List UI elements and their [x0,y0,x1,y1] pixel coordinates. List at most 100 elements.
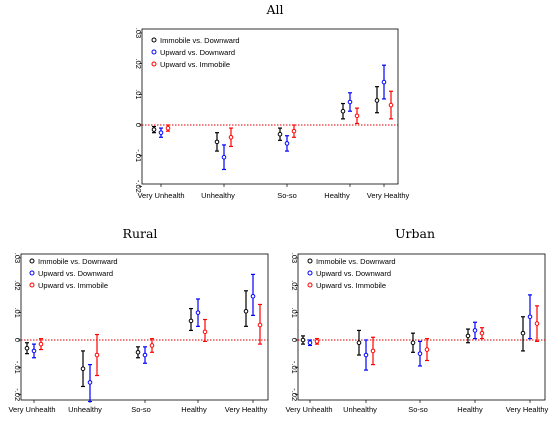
point-estimate [250,293,256,299]
legend-marker [29,282,35,288]
y-tick-label: 0 [13,338,22,342]
legend-label: Upward vs. Immobile [316,281,386,290]
x-tick-label: Very Unhealth [137,191,184,200]
legend-marker [307,270,313,276]
point-estimate [381,79,387,85]
point-estimate [243,309,249,314]
point-estimate [188,318,194,324]
y-tick-label: -.01 [290,361,299,374]
point-estimate [94,352,100,358]
y-tick-label: .03 [134,28,143,38]
panel-urban: Urban .03 .02 .01 0 -.01 -.02 Very Unhealth Unhe… [285,226,548,414]
x-tick-label: Very Unhealth [285,405,332,414]
point-estimate [291,128,297,134]
x-tick-label: Healthy [324,191,350,200]
y-tick-label: .02 [290,280,299,290]
point-estimate [38,341,44,347]
point-estimate [151,127,157,132]
point-estimate [300,337,306,343]
plot-frame [20,253,269,401]
y-tick-label: .01 [290,307,299,317]
point-estimate [347,99,353,105]
y-tick-label: 0 [290,338,299,342]
legend-marker [151,37,157,43]
y-tick-label: .02 [13,280,22,290]
x-tick-label: Very Healthy [506,405,549,414]
legend-marker [307,258,313,264]
panel-title: Rural [123,226,158,241]
point-estimate [149,343,155,348]
panel-rural: Rural .03 .02 .01 0 -.01 -.02 Very Unhealth Unhe… [8,226,269,414]
x-tick-label: Healthy [181,405,207,414]
legend-label: Immobile vs. Downward [316,257,396,266]
point-estimate [354,113,360,119]
point-estimate [277,131,283,137]
point-estimate [135,350,141,355]
point-estimate [158,130,164,135]
y-tick-label: .03 [290,253,299,263]
point-estimate [165,125,171,131]
point-estimate [520,330,526,336]
x-tick-label: Unhealthy [201,191,235,200]
point-estimate [314,339,320,344]
x-tick-label: Healthy [457,405,483,414]
legend-label: Upward vs. Immobile [160,60,230,69]
legend-marker [29,258,35,264]
point-estimate [221,154,227,160]
y-tick-label: -.02 [290,388,299,401]
x-tick-label: Very Healthy [225,405,268,414]
legend-label: Upward vs. Downward [316,269,391,278]
y-tick-label: -.01 [134,149,143,162]
point-estimate [195,310,201,315]
point-estimate [534,321,540,326]
point-estimate [424,347,430,352]
legend-label: Immobile vs. Downward [160,36,240,45]
legend-label: Upward vs. Downward [160,48,235,57]
x-tick-label: So-so [408,405,428,414]
point-estimate [87,380,93,385]
point-estimate [363,352,369,358]
point-estimate [214,139,220,145]
legend-marker [307,282,313,288]
point-estimate [340,108,346,114]
point-estimate [388,102,394,108]
y-tick-label: -.02 [134,180,143,193]
x-tick-label: So-so [131,405,151,414]
point-estimate [472,328,478,333]
plot-frame [297,253,546,401]
panel-title: Urban [395,226,435,241]
point-estimate [80,366,86,372]
y-tick-label: -.01 [13,361,22,374]
point-estimate [356,340,362,346]
y-tick-label: -.02 [13,388,22,401]
point-estimate [465,333,471,339]
y-tick-label: .02 [134,58,143,68]
y-tick-label: .03 [13,253,22,263]
point-estimate [307,340,313,346]
point-estimate [202,329,208,335]
y-tick-label: .01 [13,307,22,317]
point-estimate [31,348,37,354]
x-tick-label: Unhealthy [68,405,102,414]
x-tick-label: Unhealthy [343,405,377,414]
legend-label: Upward vs. Immobile [38,281,108,290]
legend-label: Upward vs. Downward [38,269,113,278]
x-tick-label: Very Healthy [367,191,410,200]
legend-marker [151,61,157,67]
point-estimate [527,314,533,320]
legend-marker [29,270,35,276]
point-estimate [257,322,263,328]
plot-frame [141,28,399,185]
point-estimate [479,330,485,336]
point-estimate [228,134,234,140]
point-estimate [417,351,423,356]
point-estimate [284,141,290,146]
legend-label: Immobile vs. Downward [38,257,118,266]
point-estimate [374,98,380,103]
x-tick-label: Very Unhealth [8,405,55,414]
x-tick-label: So-so [277,191,297,200]
panel-title: All [265,2,283,17]
point-estimate [410,340,416,346]
